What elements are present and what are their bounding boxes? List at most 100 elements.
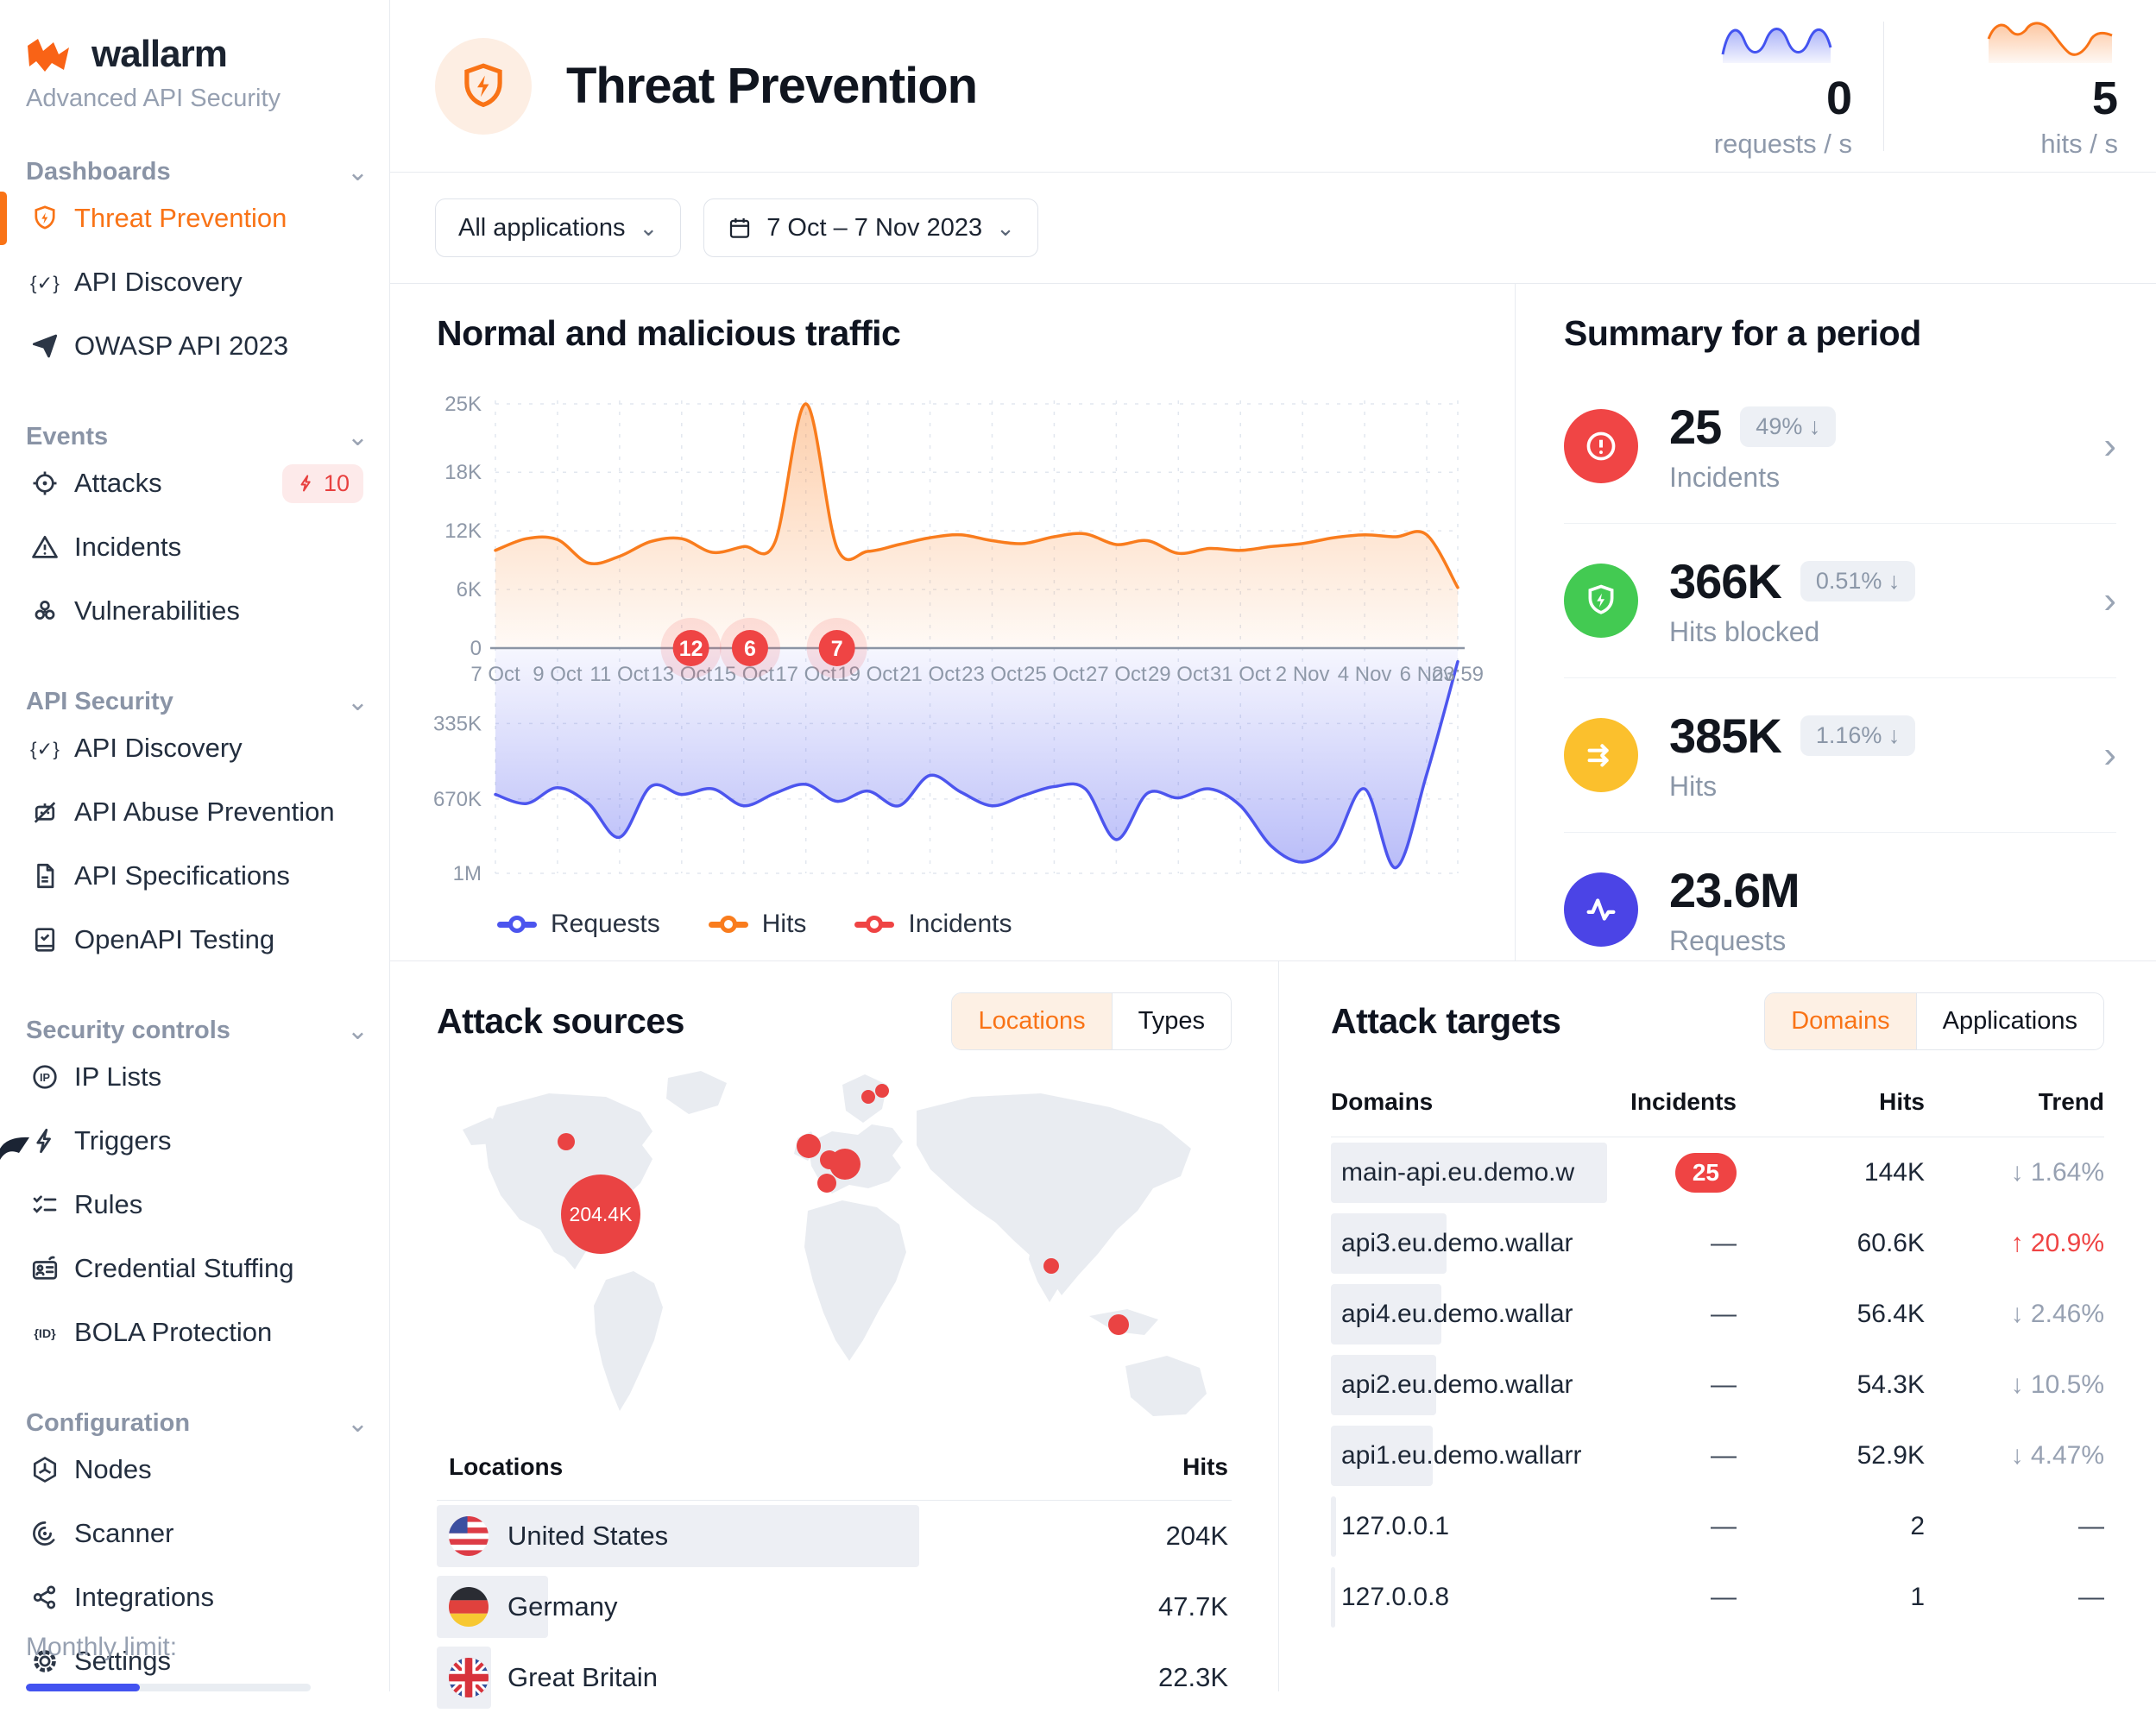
world-map-svg: 204.4K bbox=[463, 1071, 1207, 1416]
alert-circle-icon bbox=[1564, 409, 1638, 483]
summary-row-incidents[interactable]: 25 49% ↓ Incidents › bbox=[1564, 369, 2116, 524]
svg-text:21 Oct: 21 Oct bbox=[899, 663, 961, 686]
sidebar-item-incidents[interactable]: Incidents bbox=[29, 515, 369, 579]
domain-row[interactable]: 127.0.0.1 — 2 — bbox=[1331, 1491, 2104, 1562]
svg-text:15 Oct: 15 Oct bbox=[713, 663, 774, 686]
requests-sparkline bbox=[1721, 27, 1832, 63]
svg-text:23:59: 23:59 bbox=[1432, 663, 1484, 686]
domain-name: api3.eu.demo.wallar bbox=[1341, 1229, 1573, 1257]
bolt-icon bbox=[29, 1125, 74, 1156]
hexagon-node-icon bbox=[29, 1454, 74, 1485]
location-hits: 204K bbox=[1165, 1520, 1228, 1551]
sidebar-item-nodes[interactable]: Nodes bbox=[29, 1438, 369, 1502]
incidents-value: 25 bbox=[1669, 400, 1722, 454]
braces-check-icon: {✓} bbox=[29, 733, 74, 764]
sidebar-item-threat-prevention[interactable]: Threat Prevention bbox=[0, 186, 369, 250]
domain-incidents: — bbox=[1711, 1370, 1737, 1399]
svg-text:6: 6 bbox=[744, 637, 756, 661]
chevron-right-icon[interactable]: › bbox=[2103, 734, 2116, 776]
domain-row[interactable]: 127.0.0.8 — 1 — bbox=[1331, 1562, 2104, 1633]
hits-per-second-value: 5 bbox=[2091, 72, 2118, 124]
section-api-security[interactable]: API Security ⌄ bbox=[26, 687, 369, 716]
attack-targets-title: Attack targets bbox=[1331, 1001, 1561, 1041]
summary-title: Summary for a period bbox=[1564, 313, 1921, 353]
sidebar-item-settings[interactable]: Settings bbox=[29, 1629, 369, 1693]
plane-icon bbox=[29, 331, 74, 362]
wallarm-logo[interactable]: wallarm bbox=[26, 33, 369, 76]
domain-trend: ↓ 2.46% bbox=[2010, 1300, 2104, 1328]
hits-header: Hits bbox=[1040, 1438, 1232, 1501]
svg-text:1M: 1M bbox=[453, 862, 482, 885]
location-row-united-states[interactable]: United States 204K bbox=[437, 1501, 1232, 1571]
legend-item-incidents[interactable]: Incidents bbox=[854, 910, 1012, 939]
summary-row-hits-blocked[interactable]: 366K 0.51% ↓ Hits blocked › bbox=[1564, 524, 2116, 678]
sidebar-item-scanner[interactable]: Scanner bbox=[29, 1502, 369, 1565]
location-name: United States bbox=[507, 1520, 669, 1551]
chevron-right-icon[interactable]: › bbox=[2103, 579, 2116, 621]
braces-id-icon: {ID} bbox=[29, 1317, 74, 1348]
sidebar-item-integrations[interactable]: Integrations bbox=[29, 1565, 369, 1629]
sidebar-item-api-discovery-2[interactable]: {✓} API Discovery bbox=[29, 733, 243, 764]
domain-incidents: — bbox=[1711, 1583, 1737, 1611]
domain-hits: 1 bbox=[1910, 1583, 1925, 1611]
sidebar-item-bola-protection[interactable]: {ID} BOLA Protection bbox=[29, 1300, 369, 1364]
legend-item-hits[interactable]: Hits bbox=[708, 910, 806, 939]
toggle-domains[interactable]: Domains bbox=[1765, 993, 1916, 1049]
svg-text:{ID}: {ID} bbox=[34, 1327, 56, 1341]
hits-bar bbox=[1331, 1567, 1335, 1628]
sidebar-item-credential-stuffing[interactable]: Credential Stuffing bbox=[29, 1237, 369, 1300]
domain-hits: 56.4K bbox=[1857, 1300, 1925, 1328]
locations-table: Locations Hits bbox=[437, 1438, 1232, 1713]
domain-name: api1.eu.demo.wallarr bbox=[1341, 1441, 1582, 1470]
sidebar-item-rules[interactable]: Rules bbox=[29, 1173, 369, 1237]
requests-label: Requests bbox=[1669, 925, 1787, 956]
applications-filter-dropdown[interactable]: All applications ⌄ bbox=[435, 198, 682, 257]
legend-item-requests[interactable]: Requests bbox=[497, 910, 660, 939]
main-content: Threat Prevention 0 requests / s bbox=[390, 0, 2156, 1709]
hits-trend-badge: 1.16% ↓ bbox=[1800, 715, 1916, 756]
toggle-applications[interactable]: Applications bbox=[1915, 993, 2103, 1049]
domain-row[interactable]: api3.eu.demo.wallar — 60.6K ↑ 20.9% bbox=[1331, 1208, 2104, 1279]
chevron-right-icon[interactable]: › bbox=[2103, 425, 2116, 467]
hits-bar bbox=[1331, 1143, 1607, 1203]
domain-trend: — bbox=[2078, 1583, 2104, 1611]
sidebar-item-openapi-testing[interactable]: OpenAPI Testing bbox=[29, 908, 369, 972]
incidents-pill: 25 bbox=[1674, 1153, 1737, 1193]
summary-row-requests[interactable]: 23.6M Requests bbox=[1564, 833, 2116, 986]
domain-row[interactable]: api2.eu.demo.wallar — 54.3K ↓ 10.5% bbox=[1331, 1350, 2104, 1420]
location-name: Great Britain bbox=[507, 1661, 659, 1692]
svg-text:23 Oct: 23 Oct bbox=[961, 663, 1023, 686]
section-configuration[interactable]: Configuration ⌄ bbox=[26, 1408, 369, 1438]
hits-bar bbox=[1331, 1284, 1441, 1345]
chevron-down-icon: ⌄ bbox=[346, 422, 369, 451]
chevron-down-icon: ⌄ bbox=[346, 687, 369, 716]
domain-row[interactable]: api4.eu.demo.wallar — 56.4K ↓ 2.46% bbox=[1331, 1279, 2104, 1350]
date-range-dropdown[interactable]: 7 Oct – 7 Nov 2023 ⌄ bbox=[703, 198, 1038, 257]
section-dashboards[interactable]: Dashboards ⌄ bbox=[26, 157, 369, 186]
domain-row[interactable]: main-api.eu.demo.w 25 144K ↓ 1.64% bbox=[1331, 1137, 2104, 1208]
sidebar-item-attacks[interactable]: Attacks 10 bbox=[29, 451, 369, 515]
location-row-germany[interactable]: Germany 47.7K bbox=[437, 1571, 1232, 1642]
location-row-great-britain[interactable]: Great Britain 22.3K bbox=[437, 1642, 1232, 1713]
svg-text:670K: 670K bbox=[433, 788, 482, 811]
section-security-controls[interactable]: Security controls ⌄ bbox=[26, 1016, 369, 1045]
toggle-locations[interactable]: Locations bbox=[952, 993, 1112, 1049]
sidebar-item-api-abuse-prevention[interactable]: API Abuse Prevention bbox=[29, 780, 369, 844]
sidebar-item-triggers[interactable]: Triggers bbox=[29, 1109, 369, 1173]
svg-text:{✓}: {✓} bbox=[30, 272, 60, 293]
sidebar-item-api-discovery[interactable]: {✓} API Discovery bbox=[30, 267, 243, 297]
chevron-down-icon: ⌄ bbox=[639, 214, 659, 241]
bubble-canada bbox=[558, 1133, 575, 1150]
section-events[interactable]: Events ⌄ bbox=[26, 422, 369, 451]
sidebar-item-api-specifications[interactable]: API Specifications bbox=[29, 844, 369, 908]
sidebar-item-vulnerabilities[interactable]: Vulnerabilities bbox=[29, 579, 369, 643]
summary-row-hits[interactable]: 385K 1.16% ↓ Hits › bbox=[1564, 678, 2116, 833]
svg-text:31 Oct: 31 Oct bbox=[1210, 663, 1271, 686]
sidebar-item-owasp-api-2023[interactable]: OWASP API 2023 bbox=[29, 314, 369, 378]
incidents-label: Incidents bbox=[1669, 462, 1781, 493]
domain-row[interactable]: api1.eu.demo.wallarr — 52.9K ↓ 4.47% bbox=[1331, 1420, 2104, 1491]
sidebar-item-ip-lists[interactable]: IP IP Lists bbox=[29, 1045, 369, 1109]
svg-text:IP: IP bbox=[40, 1071, 51, 1084]
hits-bar bbox=[1331, 1426, 1434, 1486]
toggle-types[interactable]: Types bbox=[1111, 993, 1231, 1049]
